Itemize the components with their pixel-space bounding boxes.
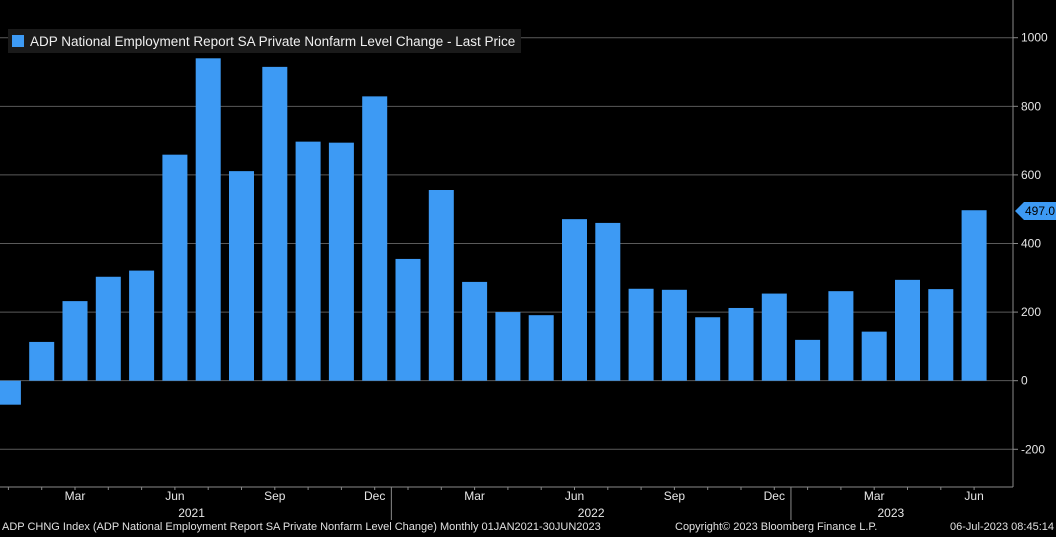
bar: [162, 154, 188, 381]
bar: [661, 289, 687, 381]
legend-swatch: [12, 35, 24, 47]
x-tick-label: Jun: [165, 489, 184, 503]
bar: [828, 291, 854, 381]
bar: [29, 341, 55, 381]
y-tick-label: 0: [1021, 374, 1028, 388]
bar: [528, 315, 554, 381]
bar: [328, 142, 354, 381]
footer-source: ADP CHNG Index (ADP National Employment …: [2, 521, 601, 533]
axes: -200 0 200 400 600 800 1000 Mar Jun Sep Dec Mar Jun S…: [0, 0, 1048, 520]
grid-lines: [0, 37, 1013, 450]
bar: [195, 58, 221, 381]
bar: [62, 301, 88, 381]
footer-timestamp: 06-Jul-2023 08:45:14: [950, 521, 1054, 533]
bar: [395, 258, 421, 381]
bar: [695, 317, 721, 381]
y-tick-label: 400: [1021, 237, 1041, 251]
y-tick-label: 200: [1021, 305, 1041, 319]
bar: [628, 288, 654, 381]
year-label: 2021: [178, 506, 205, 520]
legend: ADP National Employment Report SA Privat…: [8, 29, 522, 53]
bar: [362, 96, 388, 381]
x-tick-label: Mar: [464, 489, 485, 503]
bar: [895, 279, 920, 381]
bar: [95, 276, 121, 381]
bar: [961, 210, 987, 381]
bar: [595, 222, 621, 381]
year-label: 2022: [578, 506, 605, 520]
bar: [428, 189, 454, 381]
last-value-label: 497.0: [1015, 202, 1056, 220]
x-tick-label: Jun: [964, 489, 983, 503]
y-tick-label: 800: [1021, 99, 1041, 113]
bar: [861, 331, 887, 381]
x-tick-label: Sep: [664, 489, 686, 503]
bar: [562, 219, 587, 381]
y-tick-label: 1000: [1021, 31, 1048, 45]
bar: [0, 380, 21, 405]
x-tick-label: Dec: [364, 489, 385, 503]
year-label: 2023: [877, 506, 904, 520]
bar: [129, 270, 155, 381]
y-tick-label: -200: [1021, 442, 1045, 456]
bar: [928, 289, 954, 381]
bar: [262, 66, 288, 381]
bar: [229, 171, 254, 381]
x-tick-label: Mar: [65, 489, 86, 503]
bars: [0, 58, 987, 405]
bar: [462, 281, 488, 381]
legend-label: ADP National Employment Report SA Privat…: [30, 33, 516, 49]
bar: [761, 293, 787, 381]
x-tick-label: Sep: [264, 489, 286, 503]
bar: [728, 307, 754, 381]
x-tick-label: Dec: [764, 489, 785, 503]
footer-copyright: Copyright© 2023 Bloomberg Finance L.P.: [675, 521, 878, 533]
x-tick-label: Mar: [864, 489, 885, 503]
y-tick-label: 600: [1021, 168, 1041, 182]
x-tick-label: Jun: [565, 489, 584, 503]
bar: [795, 339, 821, 381]
bar: [295, 141, 321, 381]
bar: [495, 312, 521, 381]
